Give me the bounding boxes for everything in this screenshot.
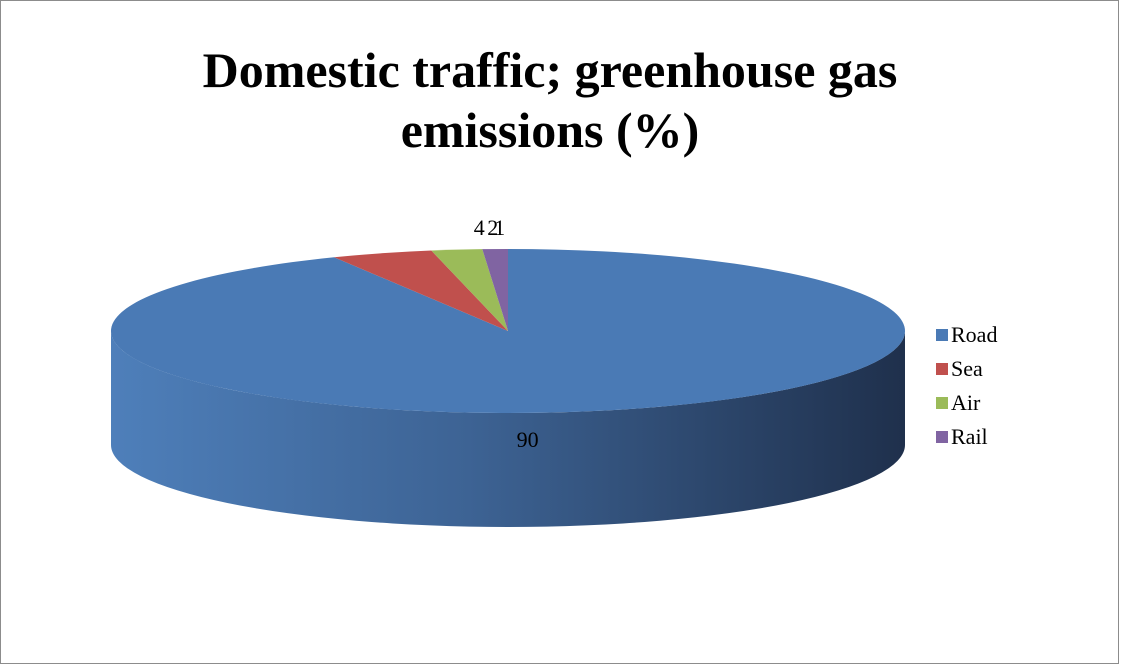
legend-label-air: Air — [951, 390, 981, 415]
legend-item-rail: Rail — [936, 420, 997, 454]
legend-item-road: Road — [936, 318, 997, 352]
legend-swatch-road — [936, 329, 948, 341]
pie-label-layer: 90 4 21 — [474, 215, 539, 452]
legend: Road Sea Air Rail — [936, 318, 997, 454]
pie-slice-rail — [482, 249, 508, 331]
legend-item-sea: Sea — [936, 352, 997, 386]
pie-side-wall — [111, 331, 905, 527]
data-label-air: 2 — [487, 215, 498, 240]
legend-item-air: Air — [936, 386, 997, 420]
legend-swatch-sea — [936, 363, 948, 375]
pie-slice-road — [110, 249, 905, 413]
data-label-sea: 4 — [474, 215, 485, 240]
legend-label-rail: Rail — [951, 424, 988, 449]
legend-swatch-rail — [936, 431, 948, 443]
legend-label-sea: Sea — [951, 356, 983, 381]
pie-slice-air — [431, 249, 508, 331]
pie-top-layer — [110, 249, 905, 413]
legend-swatch-air — [936, 397, 948, 409]
data-label-rail: 1 — [494, 215, 505, 240]
chart-title: Domestic traffic; greenhouse gas emissio… — [202, 42, 898, 158]
legend-label-road: Road — [951, 322, 998, 347]
data-label-road: 90 — [517, 427, 539, 452]
pie-side-layer — [111, 331, 905, 527]
pie-slice-sea — [334, 250, 508, 331]
